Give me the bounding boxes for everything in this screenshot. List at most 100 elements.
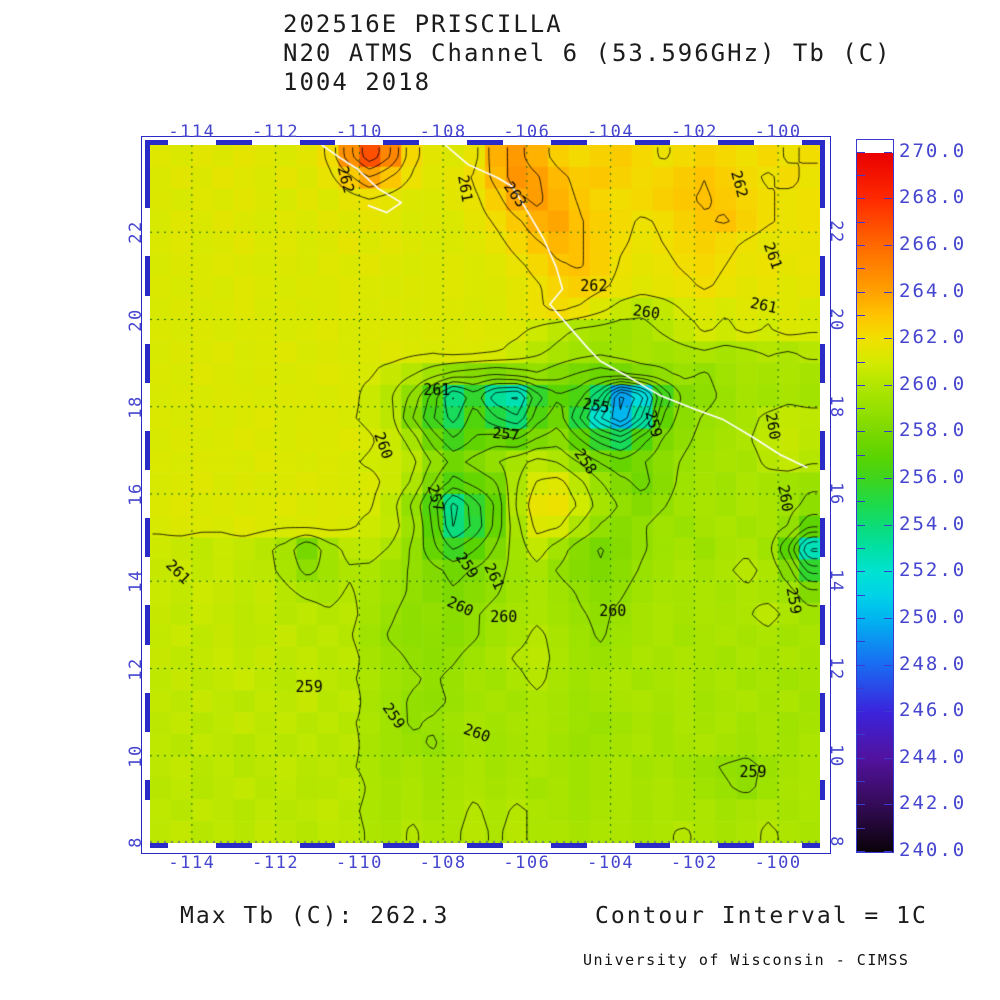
frame-tick-notch [754, 140, 803, 145]
lon-tick-label: -102 [670, 853, 718, 873]
colorbar-tick [857, 781, 865, 783]
colorbar-tick [857, 291, 865, 293]
frame-tick-notch [502, 140, 551, 145]
colorbar-tick [857, 314, 865, 316]
lon-tick-label: -106 [503, 122, 551, 142]
colorbar-tick [884, 757, 892, 759]
colorbar-tick [857, 548, 865, 550]
colorbar-tick [857, 804, 865, 806]
frame-tick-notch [145, 800, 150, 848]
lon-tick-label: -100 [754, 122, 802, 142]
colorbar-tick [857, 198, 865, 200]
lat-tick-label: 12 [826, 656, 846, 681]
colorbar-tick [857, 664, 865, 666]
lon-tick-label: -104 [587, 853, 635, 873]
lon-tick-label: -114 [168, 122, 216, 142]
colorbar-tick [884, 478, 892, 480]
colorbar-tick [857, 175, 865, 177]
lat-tick-label: 10 [826, 744, 846, 768]
lat-tick-label: 16 [126, 482, 146, 506]
lat-tick-label: 16 [826, 482, 846, 506]
colorbar-tick [857, 454, 865, 456]
frame-tick-notch [419, 140, 468, 145]
colorbar-tick [857, 478, 865, 480]
colorbar-tick [884, 431, 892, 433]
frame-tick-notch [820, 208, 825, 257]
colorbar-tick-label: 252.0 [899, 559, 967, 582]
datetime-title: 1004 2018 [283, 68, 432, 96]
colorbar-tick [884, 851, 892, 852]
colorbar-tick [857, 221, 865, 223]
colorbar-tick-label: 248.0 [899, 652, 967, 675]
lat-tick-label: 12 [126, 656, 146, 681]
frame-tick-notch [167, 843, 216, 848]
lon-tick-label: -100 [754, 853, 802, 873]
frame-tick-notch [754, 843, 803, 848]
colorbar-tick-label: 244.0 [899, 745, 967, 768]
colorbar-tick [857, 151, 865, 153]
colorbar-tick [884, 617, 892, 619]
lon-tick-label: -112 [252, 853, 300, 873]
colorbar-tick-label: 266.0 [899, 233, 967, 256]
lat-tick-label: 22 [126, 220, 146, 244]
colorbar-tick [884, 804, 892, 806]
colorbar-tick-label: 256.0 [899, 466, 967, 489]
colorbar-tick-label: 260.0 [899, 372, 967, 395]
colorbar-tick-label: 258.0 [899, 419, 967, 442]
colorbar-tick [857, 641, 865, 643]
lon-tick-label: -102 [670, 122, 718, 142]
colorbar-tick [857, 408, 865, 410]
frame-tick-notch [145, 557, 150, 606]
lat-tick-label: 14 [126, 569, 146, 593]
frame-tick-notch [820, 800, 825, 848]
channel-title: N20 ATMS Channel 6 (53.596GHz) Tb (C) [283, 39, 892, 67]
colorbar-tick-label: 268.0 [899, 186, 967, 209]
colorbar-tick [884, 384, 892, 386]
frame-tick-notch [251, 843, 300, 848]
colorbar-tick-label: 270.0 [899, 139, 967, 162]
colorbar-tick [857, 711, 865, 713]
lat-tick-label: 10 [126, 744, 146, 768]
map-outer-frame [141, 136, 831, 854]
frame-tick-notch [670, 843, 719, 848]
lon-tick-label: -110 [335, 122, 383, 142]
frame-tick-notch [145, 382, 150, 431]
colorbar-tick [857, 827, 865, 829]
colorbar-tick-label: 254.0 [899, 512, 967, 535]
colorbar-tick-label: 242.0 [899, 792, 967, 815]
colorbar-tick [857, 384, 865, 386]
colorbar-tick [884, 291, 892, 293]
colorbar-tick [857, 245, 865, 247]
frame-tick-notch [145, 470, 150, 518]
frame-tick-notch [820, 557, 825, 606]
colorbar-tick [884, 664, 892, 666]
lat-tick-label: 18 [126, 395, 146, 419]
colorbar-tick [884, 198, 892, 200]
frame-tick-notch [335, 140, 384, 145]
frame-tick-notch [820, 644, 825, 693]
lat-tick-label: 20 [126, 307, 146, 332]
credit-label: University of Wisconsin - CIMSS [583, 951, 910, 969]
frame-tick-notch [502, 843, 551, 848]
colorbar-tick [884, 338, 892, 340]
colorbar-tick [884, 571, 892, 573]
colorbar-tick [857, 361, 865, 363]
colorbar-tick [857, 338, 865, 340]
lat-tick-label: 8 [126, 836, 146, 848]
lat-tick-label: 18 [826, 395, 846, 419]
frame-tick-notch [167, 140, 216, 145]
colorbar-tick [884, 245, 892, 247]
colorbar-tick [884, 524, 892, 526]
colorbar-tick [857, 734, 865, 736]
colorbar-tick-label: 240.0 [899, 839, 967, 861]
lat-tick-label: 22 [826, 220, 846, 244]
lon-tick-label: -114 [168, 853, 216, 873]
lon-tick-label: -112 [252, 122, 300, 142]
frame-tick-notch [145, 731, 150, 780]
frame-tick-notch [820, 731, 825, 780]
colorbar-tick [857, 757, 865, 759]
colorbar-tick [857, 524, 865, 526]
map-canvas [150, 145, 820, 843]
title-block: 202516E PRISCILLA N20 ATMS Channel 6 (53… [283, 10, 892, 97]
colorbar-tick-label: 264.0 [899, 279, 967, 302]
